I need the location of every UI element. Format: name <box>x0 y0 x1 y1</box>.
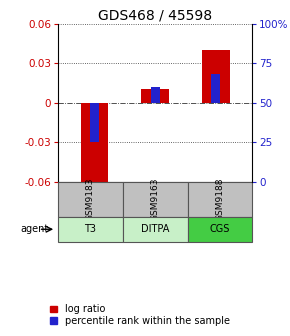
Bar <box>81 103 108 188</box>
Bar <box>58 217 123 242</box>
Bar <box>188 217 252 242</box>
Bar <box>202 50 229 103</box>
Text: GSM9183: GSM9183 <box>86 177 95 221</box>
Text: DITPA: DITPA <box>141 224 169 234</box>
Bar <box>151 87 160 103</box>
Text: agent: agent <box>20 224 48 234</box>
Text: GSM9163: GSM9163 <box>151 177 160 221</box>
Bar <box>123 217 188 242</box>
Text: T3: T3 <box>84 224 96 234</box>
Text: GSM9188: GSM9188 <box>215 177 224 221</box>
Bar <box>142 89 169 103</box>
Bar <box>58 182 123 217</box>
Title: GDS468 / 45598: GDS468 / 45598 <box>98 8 212 23</box>
Legend: log ratio, percentile rank within the sample: log ratio, percentile rank within the sa… <box>48 302 232 328</box>
Text: CGS: CGS <box>210 224 230 234</box>
Bar <box>123 182 188 217</box>
Bar <box>90 103 99 142</box>
Bar <box>211 74 220 103</box>
Bar <box>188 182 252 217</box>
